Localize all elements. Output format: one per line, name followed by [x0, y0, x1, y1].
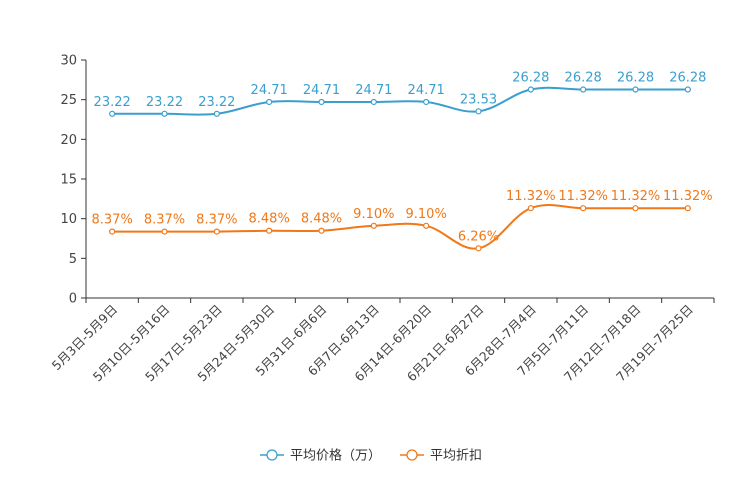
y-tick-label: 0 [69, 292, 77, 307]
data-label: 9.10% [406, 207, 447, 222]
data-label: 24.71 [355, 83, 392, 98]
y-tick-label: 25 [60, 93, 77, 108]
data-point [370, 222, 377, 229]
data-label: 11.32% [506, 189, 556, 204]
data-point [423, 98, 430, 106]
data-label: 26.28 [512, 71, 549, 86]
legend-item-1: 平均价格（万） [260, 448, 381, 464]
series-1: 23.22 23.22 23.22 24.71 24.71 24.71 24.71 23.53… [94, 71, 706, 117]
data-label: 23.22 [146, 95, 183, 110]
data-point [632, 205, 639, 212]
data-point [580, 205, 587, 212]
data-point [318, 98, 325, 106]
data-label: 24.71 [408, 83, 445, 98]
legend: 平均价格（万） 平均折扣 [260, 448, 482, 464]
data-label: 11.32% [611, 189, 661, 204]
data-label: 11.32% [663, 189, 713, 204]
data-point [475, 245, 482, 252]
legend-label: 平均折扣 [430, 449, 482, 464]
data-point [370, 98, 377, 106]
data-point [475, 108, 482, 115]
data-label: 24.71 [251, 83, 288, 98]
data-point [527, 86, 534, 93]
legend-marker [266, 449, 278, 461]
data-point [684, 86, 691, 93]
data-point [632, 86, 639, 93]
legend-marker [406, 449, 418, 461]
y-axis-ticks: 0 5 10 15 20 25 30 [60, 54, 86, 307]
data-point [213, 110, 220, 117]
data-label: 11.32% [558, 189, 608, 204]
y-tick-label: 20 [60, 133, 77, 148]
legend-label: 平均价格（万） [290, 448, 381, 464]
data-label: 8.37% [196, 213, 237, 228]
data-point [109, 228, 116, 235]
data-label: 9.10% [353, 207, 394, 222]
data-label: 6.26% [458, 229, 499, 244]
x-axis-ticks: 5月3日-5月9日5月10日-5月16日5月17日-5月23日5月24日-5月3… [49, 298, 715, 384]
data-point [213, 228, 220, 235]
y-tick-label: 30 [60, 54, 77, 69]
data-label: 8.48% [249, 212, 290, 227]
series-layer: 23.22 23.22 23.22 24.71 24.71 24.71 24.71 23.53… [92, 71, 713, 252]
data-label: 26.28 [617, 71, 654, 86]
data-label: 8.37% [144, 213, 185, 228]
data-label: 23.22 [94, 95, 131, 110]
data-label: 23.53 [460, 92, 497, 107]
data-point [161, 110, 168, 117]
y-tick-label: 5 [69, 252, 77, 267]
data-point [109, 110, 116, 117]
data-point [318, 227, 325, 234]
y-tick-label: 10 [60, 212, 77, 227]
data-label: 8.48% [301, 212, 342, 227]
data-label: 23.22 [198, 95, 235, 110]
series-2: 8.37% 8.37% 8.37% 8.48% 8.48% 9.10% 9.10% 6.26%… [92, 189, 713, 252]
data-label: 26.28 [565, 71, 602, 86]
data-label: 8.37% [92, 213, 133, 228]
legend-item-2: 平均折扣 [400, 449, 482, 464]
data-point [684, 205, 691, 212]
data-point [266, 227, 273, 234]
data-point [266, 98, 273, 106]
data-point [580, 86, 587, 93]
data-point [423, 222, 430, 229]
data-label: 24.71 [303, 83, 340, 98]
data-point [527, 205, 534, 212]
data-label: 26.28 [669, 71, 706, 86]
y-tick-label: 15 [60, 173, 77, 188]
data-point [161, 228, 168, 235]
series-line [112, 86, 688, 116]
